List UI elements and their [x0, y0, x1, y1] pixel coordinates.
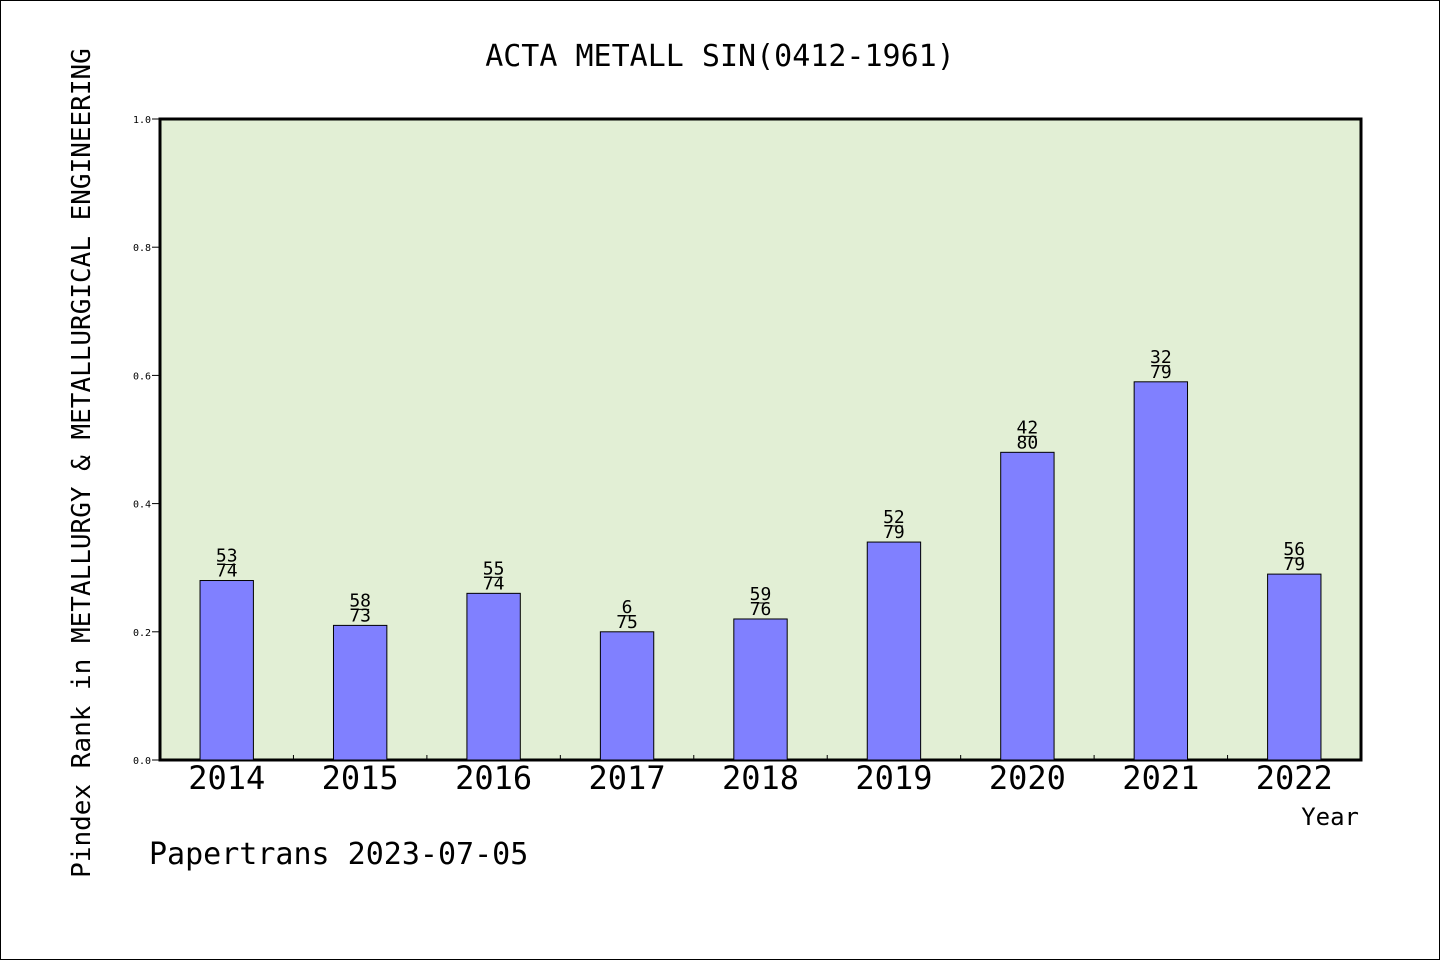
bar-total-label: 79 [1150, 362, 1172, 383]
bar-total-label: 75 [616, 612, 638, 633]
bar-rank-label: 32 [1150, 347, 1172, 368]
y-tick-label: 1.0 [133, 115, 151, 126]
bar-total-label: 76 [750, 599, 772, 620]
bar [733, 618, 788, 761]
bar [332, 624, 388, 761]
bar-rank-label: 6 [622, 597, 633, 618]
bar-total-label: 74 [216, 561, 238, 582]
x-tick-label: 2017 [589, 759, 666, 797]
y-tick-label: 0.6 [133, 371, 151, 382]
bar [866, 541, 922, 761]
bar-rank-label: 42 [1017, 417, 1039, 438]
x-tick-label: 2016 [455, 759, 532, 797]
y-tick-label: 0.0 [133, 756, 151, 767]
chart-title: ACTA METALL SIN(0412-1961) [485, 39, 955, 74]
bar [199, 580, 254, 761]
y-axis-label: Pindex Rank in METALLURGY & METALLURGICA… [67, 48, 97, 878]
y-axis: 0.0 0.2 0.4 0.6 0.8 1.0 [133, 115, 160, 767]
x-axis-label: Year [1301, 803, 1359, 831]
bar [599, 631, 655, 761]
bar-total-label: 79 [1283, 554, 1305, 575]
footer-credit: Papertrans 2023-07-05 [149, 837, 528, 872]
bar-total-label: 74 [483, 573, 505, 594]
bar-rank-label: 52 [883, 507, 905, 528]
x-tick-label: 2018 [722, 759, 799, 797]
bar-rank-label: 55 [483, 558, 505, 579]
bar-rank-label: 59 [750, 584, 772, 605]
x-tick-label: 2015 [322, 759, 399, 797]
bar-rank-label: 53 [216, 546, 238, 567]
y-tick-label: 0.8 [133, 243, 151, 254]
bar-total-label: 79 [883, 522, 905, 543]
y-tick-label: 0.4 [133, 500, 151, 511]
x-tick-label: 2020 [989, 759, 1066, 797]
bar [1133, 381, 1189, 761]
x-tick-label: 2019 [855, 759, 932, 797]
bar-rank-label: 58 [349, 590, 371, 611]
x-tick-label: 2022 [1256, 759, 1333, 797]
bar [1267, 573, 1322, 761]
x-axis: 2014 2015 2016 2017 2018 2019 2020 2021 2022 [188, 755, 1333, 797]
bar [466, 592, 521, 761]
y-tick-label: 0.2 [133, 628, 151, 639]
bar [1000, 451, 1055, 761]
x-tick-label: 2014 [188, 759, 265, 797]
bar-rank-label: 56 [1283, 539, 1305, 560]
x-tick-label: 2021 [1122, 759, 1199, 797]
bar-total-label: 73 [349, 605, 371, 626]
bar-total-label: 80 [1017, 432, 1039, 453]
